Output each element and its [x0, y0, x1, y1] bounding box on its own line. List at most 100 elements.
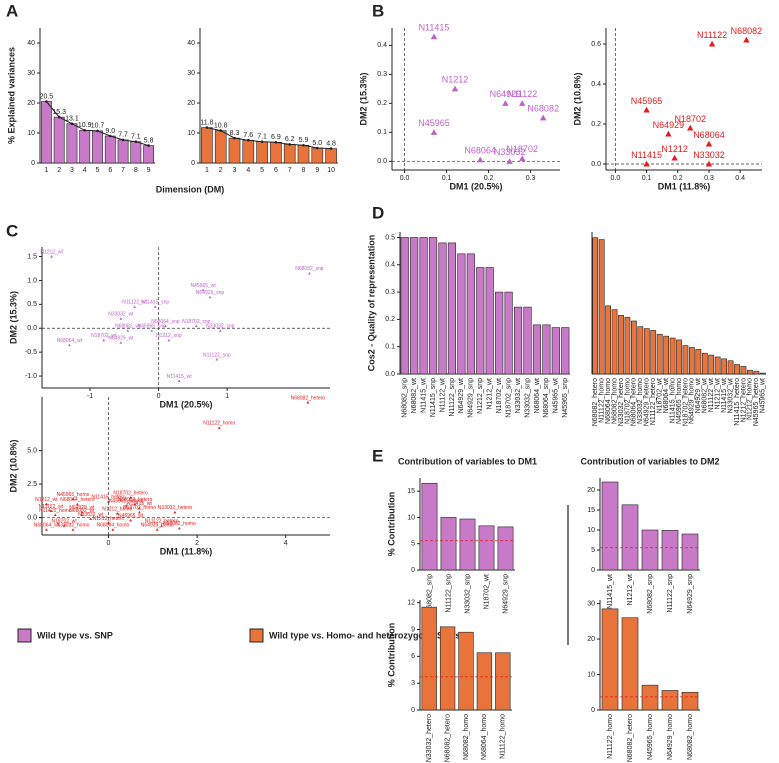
x-tick-label: 6	[274, 167, 278, 174]
point	[107, 500, 110, 503]
x-tick-label: N11415_wt	[721, 378, 728, 413]
point	[177, 526, 181, 530]
bar	[117, 139, 129, 164]
point	[519, 100, 526, 106]
x-tick-label: N1212_homo	[747, 378, 754, 420]
bar	[466, 253, 475, 375]
x-tick-label: 4	[284, 540, 288, 547]
x-tick-label: N68082_wt	[702, 378, 709, 413]
point	[155, 528, 159, 531]
point	[153, 305, 157, 308]
x-tick-label: N11415_hetero	[734, 378, 741, 426]
bar	[311, 147, 324, 164]
x-tick-label: N33032_hetero	[426, 714, 433, 762]
point	[76, 502, 79, 506]
bar	[421, 606, 437, 711]
scree-point	[302, 144, 305, 147]
point-label: N68082	[731, 26, 763, 36]
x-tick-label: 0.2	[673, 175, 683, 182]
point-label: N64929	[490, 89, 522, 99]
y-axis-label: Cos2 - Quality of representation	[366, 235, 376, 372]
bar	[400, 237, 409, 375]
y-axis-label: % Contribution	[386, 492, 396, 557]
panel-label: B	[372, 1, 384, 20]
point	[167, 338, 171, 342]
point-label: N68064	[464, 146, 496, 156]
x-tick-label: N18702_snp	[505, 378, 512, 418]
y-tick-label: 30	[27, 70, 35, 77]
point-label: N68064_wt	[34, 523, 60, 529]
scree-point	[147, 144, 150, 147]
x-tick-label: N68064_homo	[605, 378, 612, 424]
point-label: N68082_hetero	[291, 395, 326, 401]
bar	[214, 130, 227, 164]
point	[71, 528, 75, 531]
x-tick-label: N33032_wt	[727, 378, 734, 413]
point	[80, 510, 84, 514]
point	[50, 255, 53, 258]
bar	[458, 631, 474, 711]
bar	[681, 533, 699, 571]
point-label: N68082_wt	[115, 324, 141, 330]
point-label: N45965_wt	[190, 283, 216, 289]
point-label: N11122	[697, 30, 727, 40]
point-label: N11415_hetero	[91, 494, 125, 500]
point-label: N68082	[527, 104, 559, 114]
x-tick-label: 5	[96, 167, 100, 174]
point	[150, 329, 154, 332]
point	[119, 317, 123, 320]
point-label: N45965_hetero	[109, 498, 144, 504]
bar	[66, 123, 78, 164]
point-label: N68064_homo	[96, 523, 129, 529]
value-label: 7.6	[243, 132, 253, 139]
point	[502, 100, 509, 106]
x-tick-label: N33032_snp	[524, 378, 531, 418]
value-label: 5.8	[144, 137, 154, 144]
x-tick-label: N45965_wt	[553, 378, 560, 413]
point	[119, 341, 123, 344]
x-tick-label: N11122_homo	[500, 714, 507, 759]
legend-label: Wild type vs. SNP	[37, 630, 113, 640]
scree-point	[260, 140, 264, 143]
x-tick-label: 2	[219, 167, 223, 174]
y-tick-label: 0.0	[385, 371, 395, 378]
point-label: N18702_wt	[52, 519, 78, 525]
point	[126, 329, 130, 332]
point-label: N33032_wt	[78, 512, 104, 518]
point	[102, 338, 106, 342]
x-tick-label: N18702_wt	[483, 574, 490, 609]
x-tick-label: 6	[108, 167, 112, 174]
bar	[598, 239, 605, 375]
point-label: N33032_snp	[206, 324, 235, 330]
scree-point	[274, 141, 278, 144]
point-label: N64929_snp	[196, 290, 225, 296]
x-axis-label: DM1 (11.8%)	[658, 181, 711, 191]
x-tick-label: N68064_wt	[663, 378, 670, 413]
point-label: N11122_hetero	[145, 519, 179, 525]
y-tick-label: 20	[587, 487, 595, 494]
point	[133, 502, 137, 506]
x-tick-label: N11122_homo	[599, 378, 606, 423]
y-tick-label: 0.3	[377, 71, 387, 78]
x-tick-label: N68082_homo	[611, 378, 618, 424]
point-label: N1212_wt	[40, 249, 63, 255]
x-tick-label: N64929_homo	[667, 714, 674, 760]
scree-point	[288, 143, 292, 146]
x-axis-label: DM1 (20.5%)	[449, 181, 502, 191]
point	[138, 510, 141, 514]
point-label: N64929_wt	[69, 505, 95, 511]
value-label: 7.7	[118, 132, 128, 139]
scree-point	[247, 138, 250, 142]
point-label: N1212_hetero	[93, 516, 125, 522]
bar	[759, 372, 766, 375]
point	[215, 357, 219, 361]
x-tick-label: 1	[225, 393, 229, 400]
scree-point	[70, 122, 74, 125]
value-label: 7.1	[131, 134, 141, 141]
bar	[661, 530, 679, 571]
x-tick-label: 0.3	[526, 175, 536, 182]
point	[68, 343, 71, 347]
value-label: 15.3	[52, 109, 66, 116]
x-tick-label: N1212_wt	[627, 574, 634, 606]
point-label: N1212	[442, 75, 469, 85]
